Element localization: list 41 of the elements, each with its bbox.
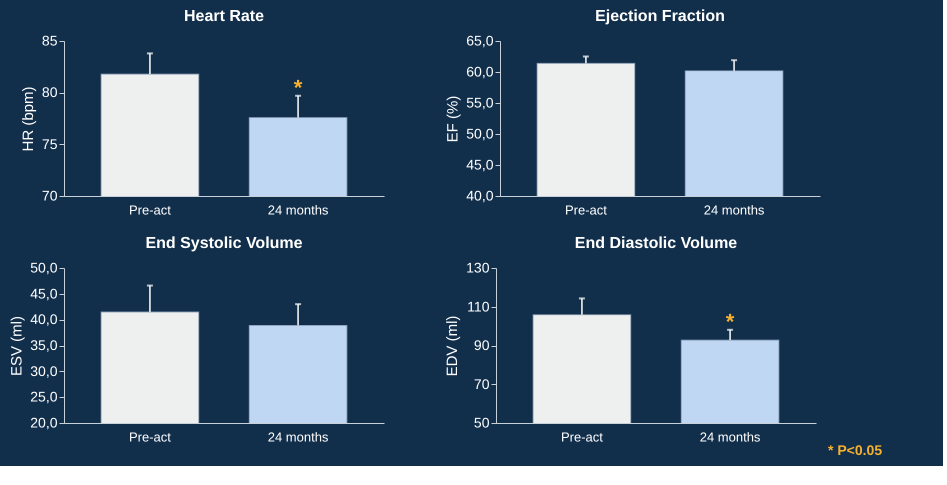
y-tick-label: 65,0 <box>466 32 494 48</box>
y-tick-label: 25,0 <box>30 388 58 405</box>
y-tick-label: 50,0 <box>30 260 58 276</box>
y-tick-label: 30,0 <box>30 362 58 379</box>
x-tick-label: Pre-act <box>564 202 608 218</box>
y-axis-title: HR (bpm) <box>20 86 37 152</box>
y-axis-title: EDV (ml) <box>444 316 462 376</box>
y-tick-label: 85 <box>42 32 58 48</box>
x-tick-label: Pre-act <box>128 202 172 218</box>
x-tick-label: Pre-act <box>128 430 172 444</box>
y-axis-title: EF (%) <box>444 96 462 142</box>
y-tick-label: 45,0 <box>30 285 58 302</box>
chart-title: End Systolic Volume <box>145 235 303 252</box>
x-tick-label: 24 months <box>268 202 329 218</box>
y-tick-label: 55,0 <box>466 94 494 110</box>
text: * P<0.05 <box>828 442 882 458</box>
y-axis-title: ESV (ml) <box>8 316 26 376</box>
x-tick-label: Pre-act <box>560 430 604 444</box>
y-tick-label: 50,0 <box>466 126 494 142</box>
y-tick-label: 40,0 <box>466 188 494 204</box>
chart-title: End Diastolic Volume <box>574 235 738 252</box>
y-tick-label: 50 <box>474 414 490 430</box>
y-tick-label: 130 <box>466 260 490 276</box>
y-tick-label: 90 <box>474 337 490 353</box>
y-tick-label: 20,0 <box>30 414 58 430</box>
y-tick-label: 80 <box>42 84 58 100</box>
y-tick-label: 40,0 <box>30 311 58 328</box>
y-tick-label: 70 <box>474 376 490 392</box>
annotation: * <box>726 308 735 334</box>
annotation: * <box>294 74 303 100</box>
x-tick-label: 24 months <box>268 430 329 444</box>
chart-title: Heart Rate <box>184 8 264 25</box>
y-tick-label: 70 <box>42 188 58 204</box>
y-tick-label: 45,0 <box>466 156 494 172</box>
chart-title: Ejection Fraction <box>595 8 725 25</box>
y-tick-label: 75 <box>42 136 58 152</box>
x-tick-label: 24 months <box>700 430 761 444</box>
x-tick-label: 24 months <box>704 202 765 218</box>
y-tick-label: 60,0 <box>466 64 494 80</box>
y-tick-label: 35,0 <box>30 337 58 353</box>
y-tick-label: 110 <box>467 298 490 314</box>
